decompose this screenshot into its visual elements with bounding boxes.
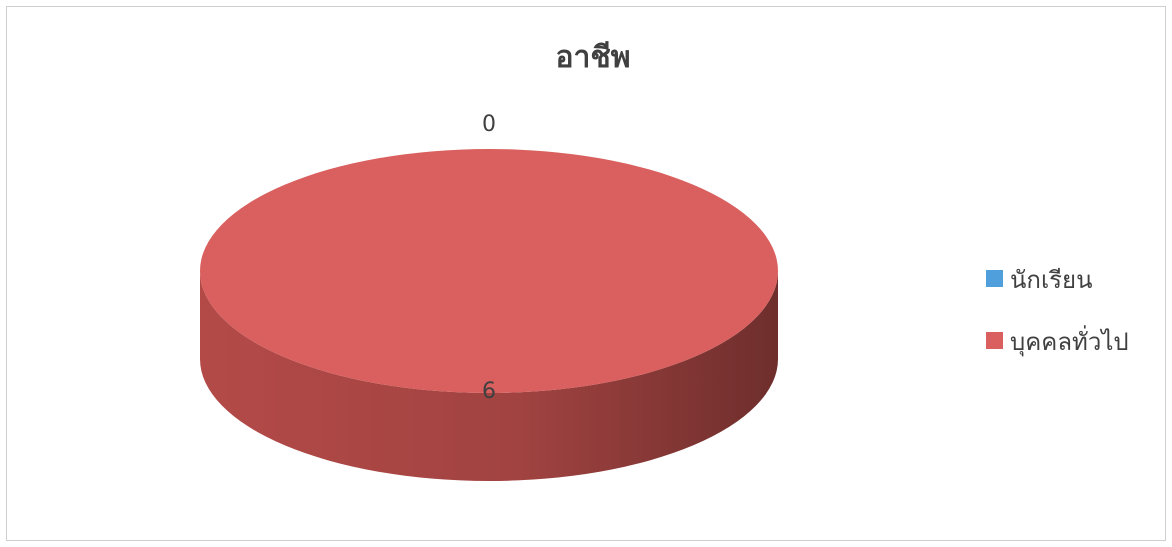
- data-label-1: 6: [482, 379, 496, 404]
- pie-slice-1: [200, 149, 778, 393]
- pie-slices: [200, 149, 778, 481]
- pie-side-wall: [200, 271, 778, 481]
- legend-label-1: บุคคลทั่วไป: [1010, 325, 1129, 357]
- data-labels: 06: [482, 112, 496, 404]
- data-label-0: 0: [482, 112, 496, 137]
- legend-item-0: นักเรียน: [986, 266, 1093, 294]
- chart-title: อาชีพ: [556, 40, 631, 75]
- legend: นักเรียนบุคคลทั่วไป: [986, 266, 1129, 357]
- legend-item-1: บุคคลทั่วไป: [986, 325, 1129, 357]
- legend-swatch-1: [986, 332, 1003, 349]
- legend-swatch-0: [986, 270, 1003, 287]
- legend-label-0: นักเรียน: [1010, 266, 1093, 294]
